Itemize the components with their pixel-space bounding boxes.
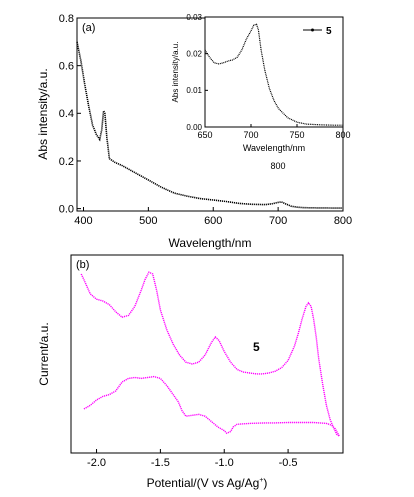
panel-b-label: (b) bbox=[76, 259, 89, 271]
panel-b-x-axis-label: Potential/(V vs Ag/Ag+) bbox=[147, 476, 268, 490]
panel-b-x-tick-label: -1.0 bbox=[215, 457, 234, 469]
panel-b-forward-scan-line bbox=[80, 271, 340, 437]
panel-b-series-label: 5 bbox=[253, 340, 260, 354]
panel-b: (b) -2.0 -1.5 -1.0 -0.5 5 Potential/(V vs A… bbox=[37, 254, 344, 490]
panel-a-y-tick-label: 0.8 bbox=[59, 13, 74, 25]
inset-x-tick-label: 700 bbox=[243, 130, 258, 140]
inset-y-tick-label: 0.01 bbox=[186, 86, 202, 95]
panel-a-y-axis-label: Abs intensity/a.u. bbox=[36, 68, 50, 159]
inset-extra-label: 800 bbox=[270, 161, 285, 171]
inset-y-ticks: 0.00 0.01 0.02 0.03 bbox=[186, 13, 208, 132]
panel-b-x-axis-label-main: Potential/(V vs Ag/Ag bbox=[147, 476, 260, 490]
panel-b-frame bbox=[70, 254, 344, 454]
panel-b-x-tick-label: -0.5 bbox=[279, 457, 298, 469]
inset-legend: 5 bbox=[303, 26, 332, 37]
panel-b-x-ticks: -2.0 -1.5 -1.0 -0.5 bbox=[87, 449, 298, 469]
panel-b-y-axis-label: Current/a.u. bbox=[37, 322, 51, 385]
panel-a-y-tick-label: 0.6 bbox=[59, 61, 74, 73]
panel-a-x-tick-label: 500 bbox=[139, 215, 157, 227]
inset-x-axis-label: Wavelength/nm bbox=[243, 143, 305, 153]
panel-a-x-tick-label: 800 bbox=[334, 215, 352, 227]
inset-x-tick-label: 650 bbox=[197, 130, 212, 140]
inset-x-tick-label: 800 bbox=[335, 130, 350, 140]
inset-chart: 650 700 750 800 0.00 0.01 0.02 0.03 5 Waveleng… bbox=[171, 13, 351, 171]
panel-a-y-ticks: 0.0 0.2 0.4 0.6 0.8 bbox=[59, 13, 81, 215]
panel-a-x-tick-label: 400 bbox=[74, 215, 92, 227]
panel-b-x-tick-label: -1.5 bbox=[151, 457, 170, 469]
inset-y-tick-label: 0.00 bbox=[186, 123, 202, 132]
panel-a-x-tick-label: 700 bbox=[269, 215, 287, 227]
panel-a-x-axis-label: Wavelength/nm bbox=[169, 236, 252, 250]
panel-a: (a) 400 500 600 700 800 0.0 0.2 0.4 0.6 0.8 Wave… bbox=[36, 13, 352, 250]
inset-y-tick-label: 0.02 bbox=[186, 49, 202, 58]
inset-frame bbox=[204, 16, 344, 128]
panel-a-y-tick-label: 0.4 bbox=[59, 108, 74, 120]
inset-spectrum-line bbox=[204, 23, 343, 126]
panel-a-y-tick-label: 0.2 bbox=[59, 156, 74, 168]
inset-x-tick-label: 750 bbox=[289, 130, 304, 140]
panel-a-x-ticks: 400 500 600 700 800 bbox=[74, 207, 352, 227]
panel-b-x-axis-label-superscript: + bbox=[259, 477, 263, 484]
panel-a-y-tick-label: 0.0 bbox=[59, 203, 74, 215]
panel-a-x-tick-label: 600 bbox=[204, 215, 222, 227]
panel-b-x-axis-label-suffix: ) bbox=[263, 476, 267, 490]
panel-a-spectrum-line bbox=[76, 41, 344, 209]
panel-b-x-tick-label: -2.0 bbox=[87, 457, 106, 469]
inset-y-axis-label: Abs intensity/a.u. bbox=[171, 42, 180, 103]
panel-a-label: (a) bbox=[82, 22, 95, 34]
inset-y-tick-label: 0.03 bbox=[186, 13, 202, 22]
inset-legend-label: 5 bbox=[326, 26, 332, 37]
inset-legend-marker bbox=[311, 28, 314, 32]
panel-b-reverse-scan-line bbox=[83, 375, 340, 437]
